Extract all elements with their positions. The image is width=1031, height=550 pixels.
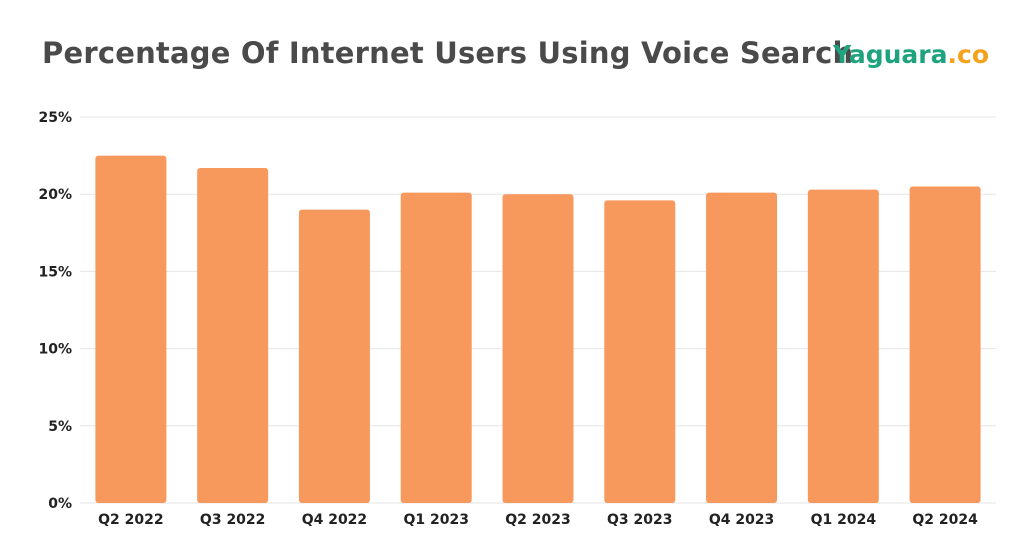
x-tick-label: Q4 2022 [302, 512, 367, 528]
y-tick-label: 10% [38, 342, 72, 358]
bar [298, 209, 370, 503]
x-axis-ticks: Q2 2022 Q3 2022 Q4 2022 Q1 2023 Q2 2023 Q3 20… [98, 512, 978, 528]
y-tick-label: 15% [38, 264, 72, 280]
y-tick-label: 0% [48, 496, 72, 512]
chart-title: Percentage Of Internet Users Using Voice… [42, 36, 854, 70]
bar [604, 200, 676, 503]
x-tick-label: Q3 2022 [200, 512, 265, 528]
brand-logo: Yaguara.co [833, 40, 989, 69]
bar [95, 155, 167, 503]
x-tick-label: Q1 2023 [403, 512, 468, 528]
y-tick-label: 20% [38, 187, 72, 203]
y-tick-label: 25% [38, 110, 72, 126]
bar [197, 167, 269, 503]
x-tick-label: Q2 2024 [912, 512, 978, 528]
brand-tld: .co [947, 40, 990, 69]
bar [400, 192, 472, 503]
bars [95, 155, 981, 504]
bar [909, 186, 981, 504]
brand-name: Yaguara [833, 40, 948, 69]
bar [807, 189, 879, 503]
bar [706, 192, 778, 503]
x-tick-label: Q4 2023 [709, 512, 774, 528]
x-tick-label: Q2 2022 [98, 512, 163, 528]
y-axis-ticks: 0% 5% 10% 15% 20% 25% [38, 110, 72, 512]
y-tick-label: 5% [48, 419, 72, 435]
x-tick-label: Q2 2023 [505, 512, 570, 528]
x-tick-label: Q1 2024 [811, 512, 877, 528]
bar [502, 194, 574, 503]
x-tick-label: Q3 2023 [607, 512, 672, 528]
